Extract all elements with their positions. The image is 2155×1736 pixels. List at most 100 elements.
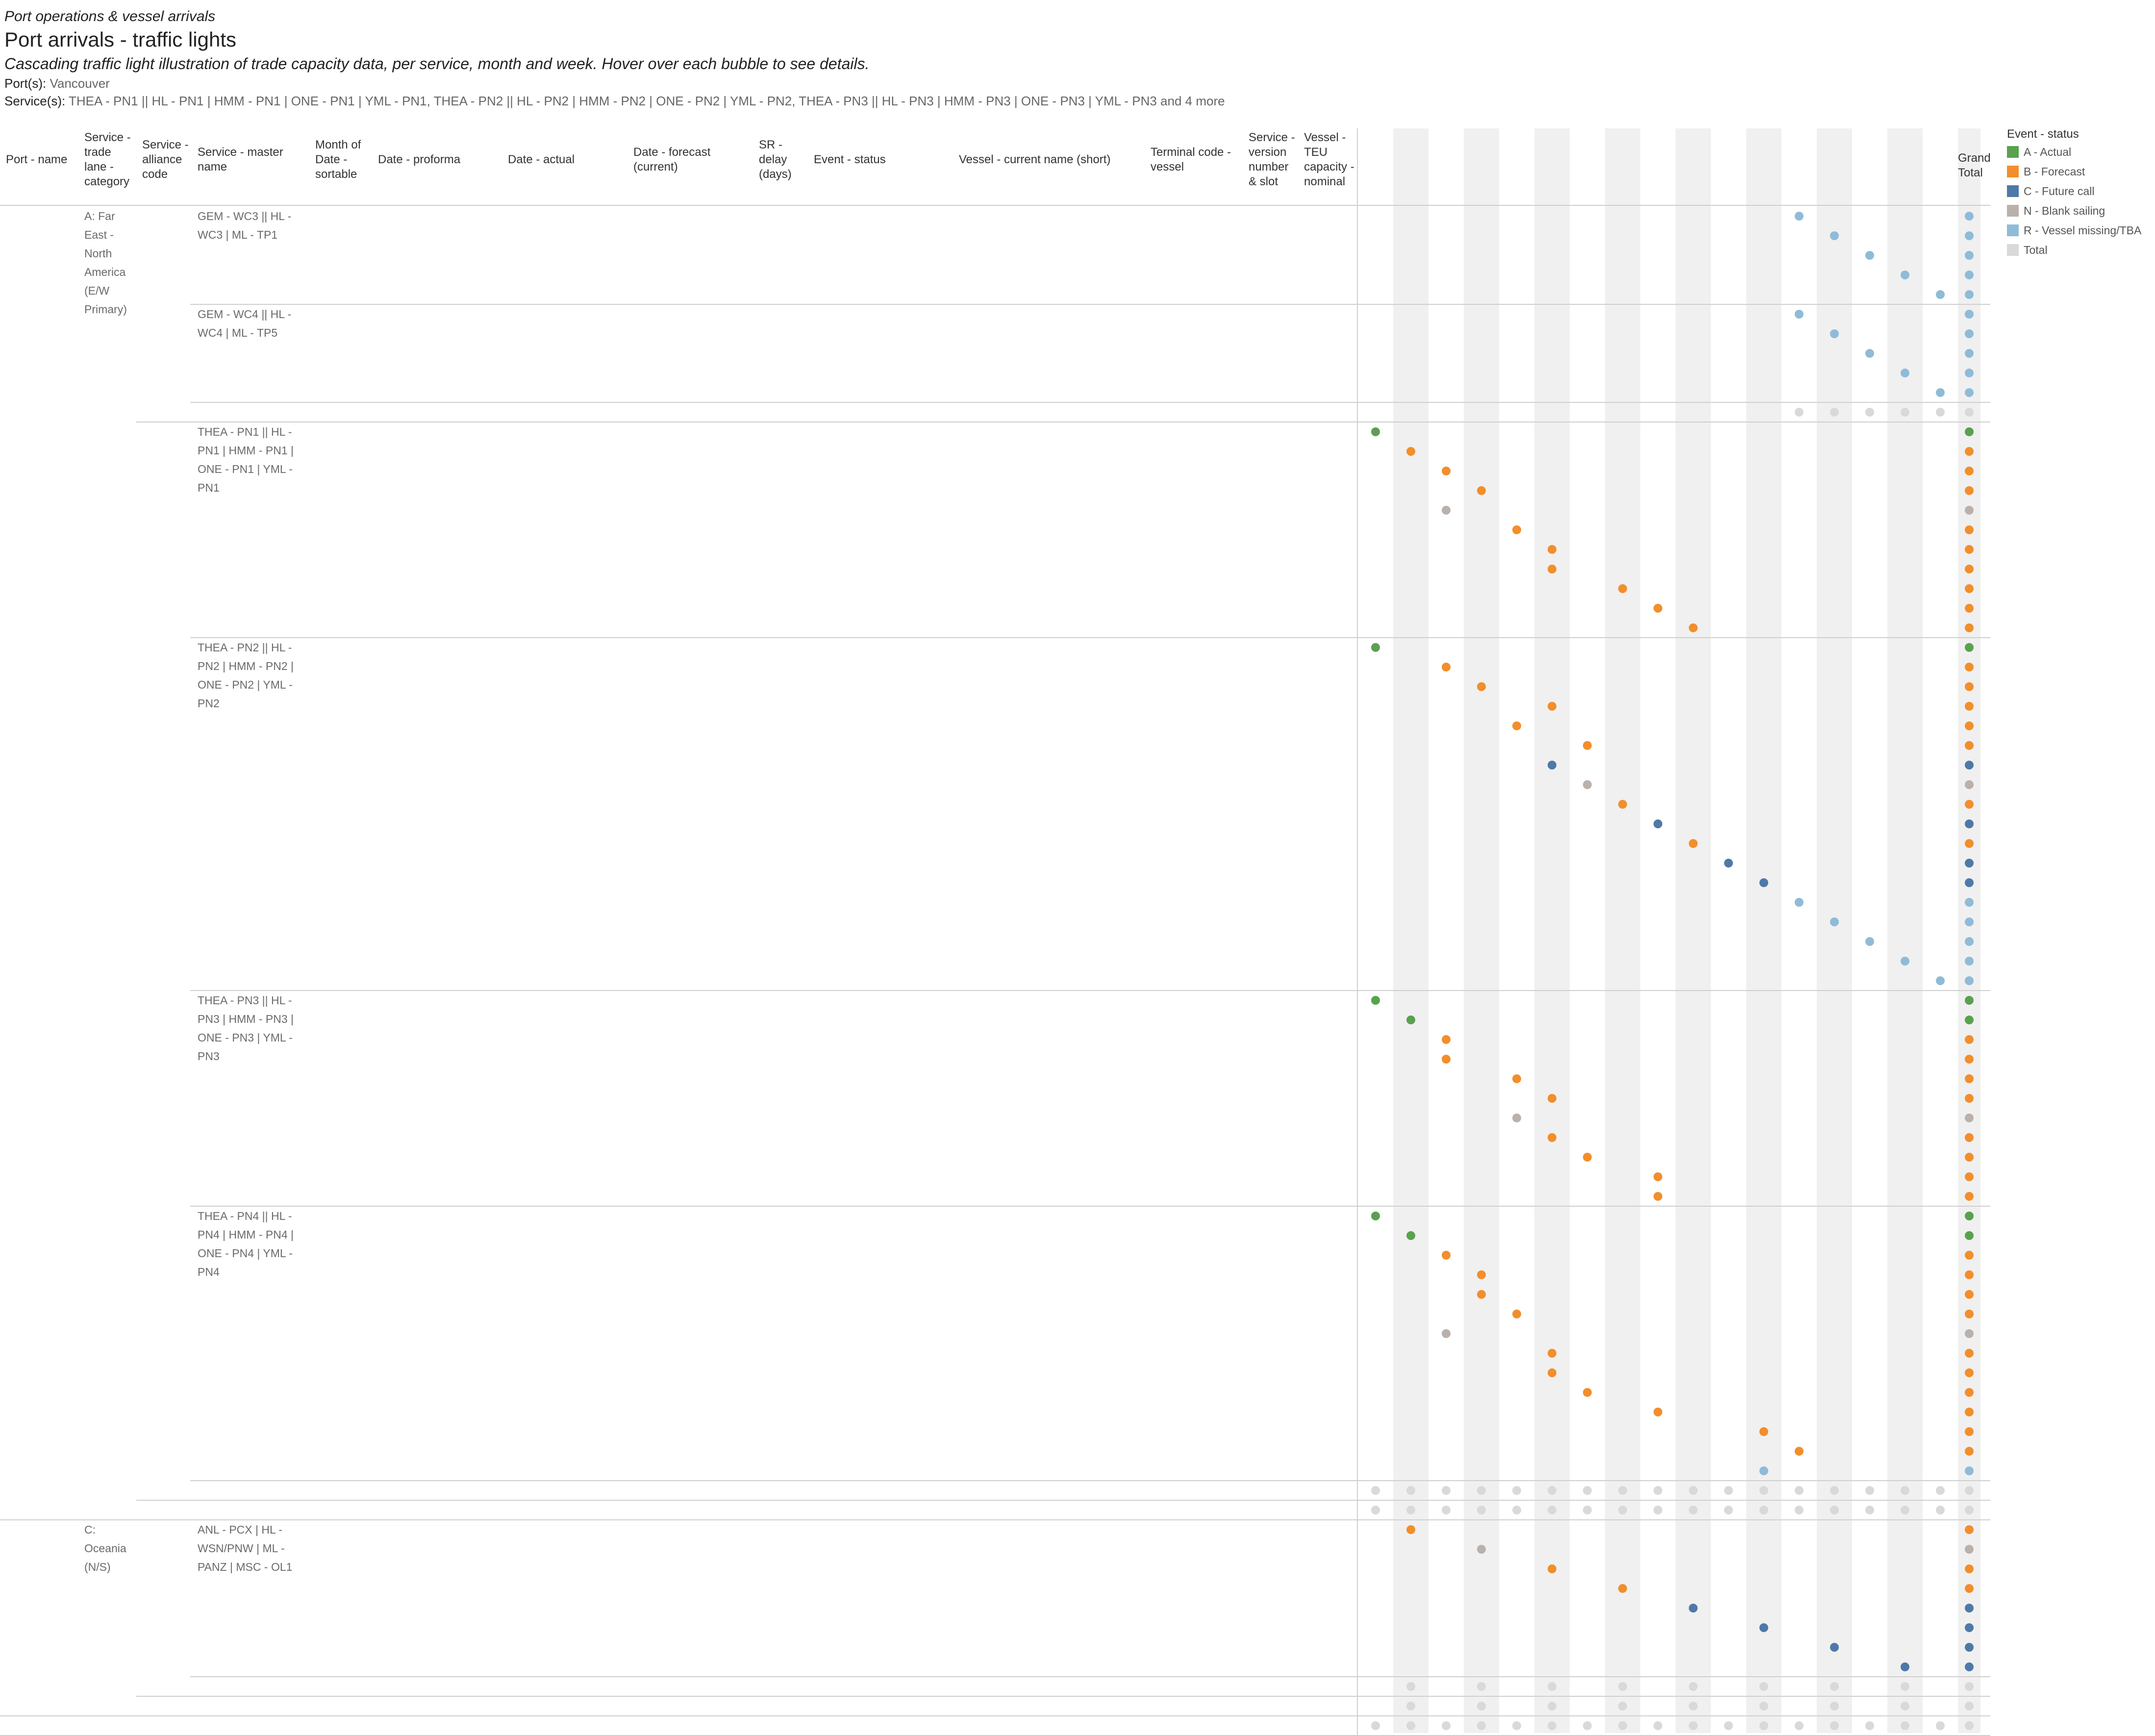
status-bubble[interactable] — [1548, 761, 1556, 769]
status-bubble[interactable] — [1406, 1231, 1415, 1240]
status-bubble[interactable] — [1901, 369, 1909, 377]
service-master-name[interactable]: PANZ | MSC - OL1 — [198, 1561, 293, 1573]
total-bubble[interactable] — [1901, 1682, 1909, 1691]
total-bubble[interactable] — [1795, 1486, 1804, 1495]
column-header-trade[interactable]: Service - — [84, 131, 131, 144]
trade-lane-label[interactable]: East - — [84, 228, 114, 241]
grand-total-bubble[interactable] — [1965, 839, 1974, 848]
total-bubble[interactable] — [1759, 1486, 1768, 1495]
grand-total-bubble[interactable] — [1965, 1290, 1974, 1299]
total-bubble[interactable] — [1583, 1506, 1592, 1514]
grand-total-bubble[interactable] — [1965, 1094, 1974, 1103]
column-header-forecast[interactable]: Date - forecast — [633, 146, 711, 159]
status-bubble[interactable] — [1936, 388, 1945, 397]
status-bubble[interactable] — [1442, 1251, 1451, 1260]
status-bubble[interactable] — [1618, 800, 1627, 809]
total-bubble[interactable] — [1371, 1486, 1380, 1495]
grand-total-bubble[interactable] — [1965, 1349, 1974, 1358]
status-bubble[interactable] — [1830, 329, 1839, 338]
service-master-name[interactable]: THEA - PN2 || HL - — [198, 641, 292, 654]
total-bubble[interactable] — [1512, 1486, 1521, 1495]
grand-total-bubble[interactable] — [1965, 702, 1974, 711]
column-header-delay[interactable]: SR - — [759, 138, 782, 151]
status-bubble[interactable] — [1371, 427, 1380, 436]
status-bubble[interactable] — [1406, 1525, 1415, 1534]
column-header-version[interactable]: number — [1249, 160, 1289, 174]
status-bubble[interactable] — [1406, 1016, 1415, 1024]
grand-total-bubble[interactable] — [1965, 1486, 1974, 1495]
legend-item[interactable]: R - Vessel missing/TBA — [2007, 221, 2154, 240]
grand-total-bubble[interactable] — [1965, 1702, 1974, 1711]
status-bubble[interactable] — [1548, 545, 1556, 554]
total-bubble[interactable] — [1689, 1486, 1698, 1495]
grand-total-bubble[interactable] — [1965, 1525, 1974, 1534]
status-bubble[interactable] — [1442, 1035, 1451, 1044]
total-bubble[interactable] — [1865, 1486, 1874, 1495]
total-bubble[interactable] — [1689, 1721, 1698, 1730]
service-master-name[interactable]: THEA - PN1 || HL - — [198, 425, 292, 438]
grand-total-bubble[interactable] — [1965, 1212, 1974, 1220]
grand-total-bubble[interactable] — [1965, 1329, 1974, 1338]
status-bubble[interactable] — [1477, 1270, 1486, 1279]
service-master-name[interactable]: WC4 | ML - TP5 — [198, 326, 278, 339]
grand-total-bubble[interactable] — [1965, 506, 1974, 515]
total-bubble[interactable] — [1759, 1682, 1768, 1691]
status-bubble[interactable] — [1618, 584, 1627, 593]
service-master-name[interactable]: PN1 — [198, 481, 220, 494]
grand-total-bubble[interactable] — [1965, 1114, 1974, 1122]
column-header-proforma[interactable]: Date - proforma — [378, 153, 461, 166]
status-bubble[interactable] — [1759, 1466, 1768, 1475]
legend-item[interactable]: B - Forecast — [2007, 162, 2154, 181]
status-bubble[interactable] — [1406, 447, 1415, 456]
service-master-name[interactable]: PN1 | HMM - PN1 | — [198, 444, 294, 457]
status-bubble[interactable] — [1830, 918, 1839, 926]
grand-total-bubble[interactable] — [1965, 741, 1974, 750]
status-bubble[interactable] — [1512, 1074, 1521, 1083]
column-header-version[interactable]: & slot — [1249, 175, 1278, 188]
grand-total-bubble[interactable] — [1965, 290, 1974, 299]
service-master-name[interactable]: ANL - PCX | HL - — [198, 1523, 282, 1536]
grand-total-bubble[interactable] — [1965, 231, 1974, 240]
column-header-version[interactable]: version — [1249, 146, 1287, 159]
column-header-trade[interactable]: category — [84, 175, 130, 188]
trade-lane-label[interactable]: (E/W — [84, 284, 110, 297]
grand-total-bubble[interactable] — [1965, 1172, 1974, 1181]
total-bubble[interactable] — [1406, 1506, 1415, 1514]
column-header-alliance[interactable]: code — [142, 168, 168, 181]
column-header-actual[interactable]: Date - actual — [508, 153, 575, 166]
status-bubble[interactable] — [1654, 1192, 1662, 1201]
total-bubble[interactable] — [1618, 1721, 1627, 1730]
grand-total-bubble[interactable] — [1965, 1133, 1974, 1142]
legend-item[interactable]: C - Future call — [2007, 181, 2154, 201]
grand-total-bubble[interactable] — [1965, 761, 1974, 769]
grand-total-bubble[interactable] — [1965, 976, 1974, 985]
total-bubble[interactable] — [1865, 408, 1874, 417]
status-bubble[interactable] — [1689, 1604, 1698, 1612]
grand-total-bubble[interactable] — [1965, 1662, 1974, 1671]
status-bubble[interactable] — [1689, 623, 1698, 632]
total-bubble[interactable] — [1512, 1721, 1521, 1730]
total-bubble[interactable] — [1548, 1506, 1556, 1514]
column-header-status[interactable]: Event - status — [814, 153, 886, 166]
total-bubble[interactable] — [1583, 1486, 1592, 1495]
status-bubble[interactable] — [1795, 898, 1804, 907]
total-bubble[interactable] — [1936, 408, 1945, 417]
total-bubble[interactable] — [1654, 1486, 1662, 1495]
total-bubble[interactable] — [1830, 408, 1839, 417]
grand-total-bubble[interactable] — [1965, 1408, 1974, 1416]
column-header-terminal[interactable]: Terminal code - — [1151, 146, 1231, 159]
status-bubble[interactable] — [1759, 878, 1768, 887]
total-bubble[interactable] — [1371, 1721, 1380, 1730]
status-bubble[interactable] — [1442, 506, 1451, 515]
status-bubble[interactable] — [1442, 1055, 1451, 1064]
service-master-name[interactable]: ONE - PN2 | YML - — [198, 678, 293, 691]
service-filter-value[interactable]: THEA - PN1 || HL - PN1 | HMM - PN1 | ONE… — [69, 94, 1225, 108]
service-master-name[interactable]: THEA - PN4 || HL - — [198, 1210, 292, 1222]
column-header-alliance[interactable]: alliance — [142, 153, 182, 166]
grand-total-bubble[interactable] — [1965, 898, 1974, 907]
trade-lane-label[interactable]: Oceania — [84, 1542, 126, 1555]
grand-total-bubble[interactable] — [1965, 1545, 1974, 1554]
total-bubble[interactable] — [1406, 1486, 1415, 1495]
total-bubble[interactable] — [1442, 1721, 1451, 1730]
trade-lane-label[interactable]: A: Far — [84, 210, 115, 223]
